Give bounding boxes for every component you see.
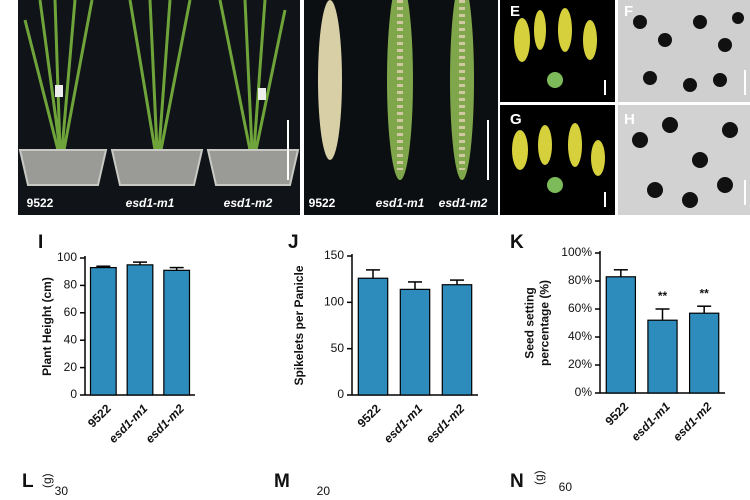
- photo-label: esd1-m1: [376, 196, 425, 210]
- photo-label: esd1-m1: [126, 196, 175, 210]
- plants-photo: 9522 esd1-m1 esd1-m2: [18, 0, 300, 215]
- y-tick-label: 0: [70, 387, 77, 401]
- panel-letter: K: [510, 232, 524, 253]
- anthers-photo: E G: [500, 0, 615, 215]
- bar: [357, 277, 389, 396]
- x-tick-label: esd1-m2: [423, 401, 468, 446]
- x-tick-label: esd1-m2: [670, 399, 715, 444]
- y-axis-label: Plant Height (cm): [40, 277, 54, 376]
- y-tick-label: 60: [64, 305, 78, 319]
- bar: [441, 284, 473, 396]
- panel-letter: G: [510, 111, 522, 128]
- y-tick-label: 40%: [568, 329, 592, 343]
- bar: [89, 266, 117, 396]
- bar: [688, 312, 720, 394]
- x-tick-label: esd1-m2: [143, 401, 188, 446]
- y-tick-label: 100: [57, 250, 77, 264]
- y-tick-label: 60: [559, 480, 573, 494]
- y-tick-label: 20: [64, 360, 78, 374]
- panicles-photo: 9522 esd1-m1 esd1-m2: [304, 0, 498, 215]
- x-tick-label: 9522: [355, 401, 384, 430]
- y-tick-label: 60%: [568, 301, 592, 315]
- x-tick-label: esd1-m1: [106, 401, 151, 446]
- panel-letter: M: [274, 471, 290, 492]
- y-axis-label: percentage (%): [538, 280, 552, 366]
- y-tick-label: 40: [64, 332, 78, 346]
- y-tick-label: 50: [331, 341, 345, 355]
- photo-label: esd1-m2: [439, 196, 488, 210]
- panel-letter: H: [624, 111, 635, 128]
- significance-label: **: [699, 286, 709, 300]
- y-axis-fragment: (g): [532, 470, 546, 485]
- y-tick-label: 80%: [568, 273, 592, 287]
- photo-label: esd1-m2: [224, 196, 273, 210]
- y-tick-label: 0%: [575, 385, 593, 399]
- pollen-photo: F H: [618, 0, 750, 215]
- bar: [647, 319, 678, 394]
- significance-label: **: [658, 289, 668, 303]
- y-tick-label: 150: [324, 248, 344, 262]
- x-tick-label: esd1-m1: [629, 399, 674, 444]
- panel-letter: I: [38, 232, 43, 253]
- photo-label: 9522: [309, 196, 336, 210]
- panel-letter: F: [624, 3, 633, 20]
- y-tick-label: 30: [55, 484, 69, 498]
- y-axis-label: Spikelets per Panicle: [292, 265, 306, 385]
- y-tick-label: 0: [337, 387, 344, 401]
- panel-letter: N: [510, 471, 524, 492]
- x-tick-label: 9522: [85, 401, 114, 430]
- bar: [605, 276, 637, 394]
- y-axis-fragment: (g): [40, 473, 54, 488]
- y-axis-label: Seed setting: [523, 287, 537, 358]
- x-tick-label: 9522: [602, 399, 631, 428]
- x-tick-label: esd1-m1: [381, 401, 426, 446]
- panel-letter: J: [288, 232, 299, 253]
- bar: [399, 288, 431, 396]
- photo-label: 9522: [27, 196, 54, 210]
- panel-letter: E: [510, 3, 520, 20]
- y-tick-label: 100: [324, 295, 344, 309]
- y-tick-label: 80: [64, 278, 78, 292]
- y-tick-label: 20: [317, 484, 331, 498]
- bar: [163, 269, 191, 396]
- y-tick-label: 100%: [561, 245, 592, 259]
- bar: [126, 264, 154, 396]
- y-tick-label: 20%: [568, 357, 592, 371]
- panel-letter: L: [22, 471, 34, 492]
